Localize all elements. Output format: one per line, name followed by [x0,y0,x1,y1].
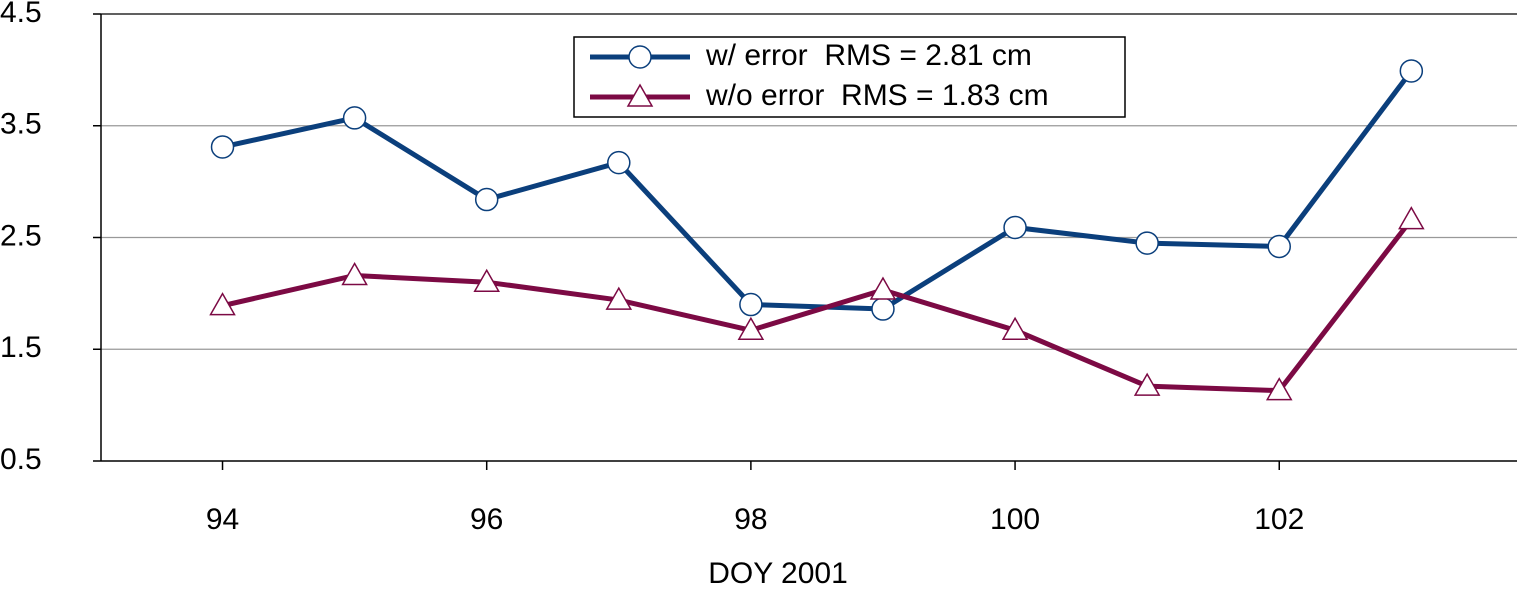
marker [1135,231,1159,255]
x-tick-label: 100 [990,503,1040,536]
marker [1398,206,1425,230]
y-tick-label: 0.5 [0,443,42,476]
marker [474,187,499,212]
marker [739,292,763,317]
marker [628,45,652,69]
marker [1265,377,1293,401]
series-line [221,69,1414,312]
marker [1399,59,1424,83]
x-tick-label: 98 [734,503,767,536]
x-tick-label: 102 [1254,503,1304,536]
y-tick-label: 1.5 [0,331,42,364]
y-tick-label: 3.5 [0,108,42,141]
x-axis-label: DOY 2001 [708,557,848,590]
marker [869,276,897,300]
marker [1267,234,1291,259]
x-tick-label: 94 [206,503,239,536]
marker [1133,372,1161,396]
marker [473,268,500,292]
marker [209,292,236,316]
marker [1001,316,1029,341]
marker [626,83,654,107]
marker [605,286,633,310]
marker [1003,215,1027,240]
legend-box [573,36,1126,118]
y-tick-label: 2.5 [0,219,42,252]
marker [341,261,368,286]
marker [871,297,895,321]
y-tick-label: 4.5 [0,0,42,29]
x-tick-label: 96 [470,503,503,536]
series-line [221,218,1414,394]
marker [737,316,765,341]
legend-label: w/ error RMS = 2.81 cm [705,39,1032,72]
marker [607,150,631,175]
marker [342,106,367,130]
marker [210,135,235,159]
legend-label: w/o error RMS = 1.83 cm [705,79,1049,112]
